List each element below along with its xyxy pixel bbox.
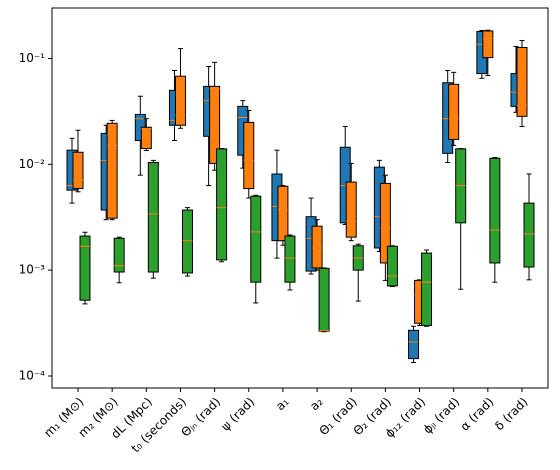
box [181,209,193,274]
y-tick-label: 10⁻³ [19,263,46,277]
box [523,202,535,268]
x-tick-label: ϕⱼₗ (rad) [421,395,463,437]
x-tick-label: α (rad) [458,395,497,434]
x-tick-label: δ (rad) [492,395,530,433]
box [113,237,125,273]
box [345,181,357,238]
box [408,329,420,360]
box [209,85,221,164]
box [250,195,262,283]
box [482,30,494,59]
box [379,182,391,264]
box [448,83,460,140]
box [140,126,152,150]
box [277,185,289,242]
box [284,235,296,283]
box [79,235,91,301]
x-tick-label: a₂ [307,395,326,414]
plot-frame [51,7,549,389]
box [72,151,84,190]
y-tick-label: 10⁻² [19,157,46,171]
box [386,245,398,287]
box [489,157,501,264]
y-tick-label: 10⁻¹ [19,51,46,65]
box [243,121,255,190]
box [311,225,323,269]
box [421,252,433,326]
box [174,75,186,126]
box [318,267,330,332]
box [516,47,528,117]
box [106,122,118,219]
y-tick-label: 10⁻⁴ [19,368,46,382]
x-tick-label: ψ (rad) [218,395,257,434]
box [216,148,228,261]
x-tick-label: a₁ [273,395,292,414]
box [147,162,159,273]
